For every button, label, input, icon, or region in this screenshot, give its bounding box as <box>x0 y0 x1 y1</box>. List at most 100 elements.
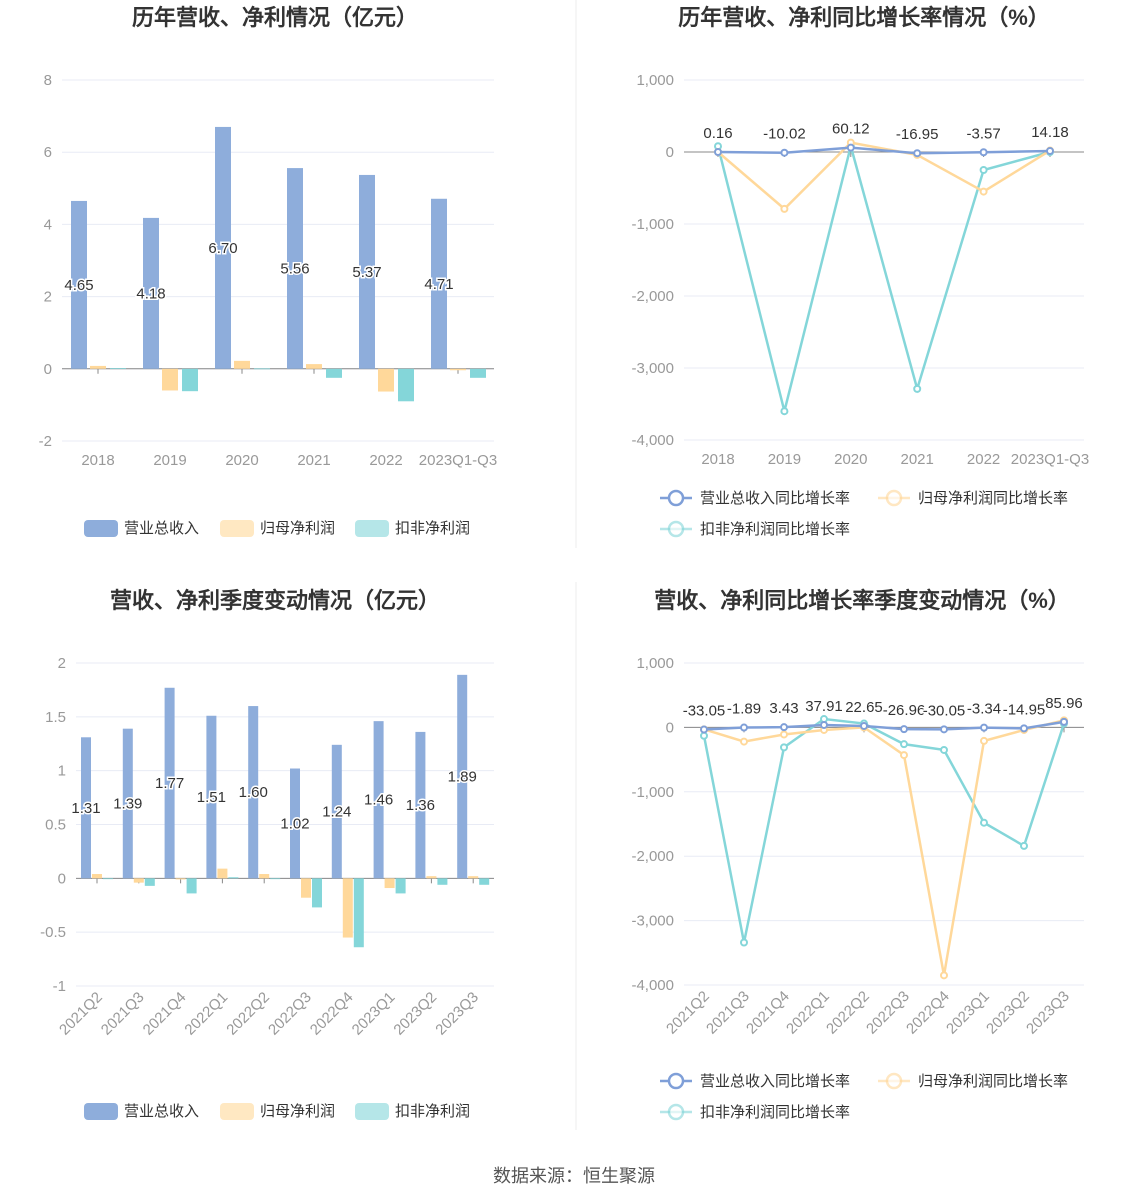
data-point[interactable] <box>913 149 922 158</box>
data-point[interactable] <box>913 384 922 393</box>
bar-revenue[interactable] <box>122 728 133 879</box>
legend-item[interactable]: 扣非净利润同比增长率 <box>660 1103 850 1121</box>
bar-deducted-profit[interactable] <box>110 368 126 369</box>
bar-net-profit[interactable] <box>92 874 102 879</box>
bar-net-profit[interactable] <box>426 876 437 879</box>
bar-deducted-profit[interactable] <box>395 878 406 894</box>
data-point[interactable] <box>900 725 908 734</box>
chart-2: 历年营收、净利同比增长率情况（%） 1,000 0 -1,000 -2,000 -3,00… <box>631 5 1089 538</box>
bar-deducted-profit[interactable] <box>353 878 364 948</box>
bar-revenue[interactable] <box>143 217 159 369</box>
bar-net-profit[interactable] <box>175 878 186 880</box>
data-point[interactable] <box>700 731 708 740</box>
bar-deducted-profit[interactable] <box>103 878 113 880</box>
data-point[interactable] <box>940 725 948 734</box>
data-point[interactable] <box>780 723 788 732</box>
data-point[interactable] <box>846 143 855 152</box>
y-tick-label: 0.5 <box>45 817 66 834</box>
bar-revenue[interactable] <box>71 200 87 369</box>
bar-net-profit[interactable] <box>301 878 311 898</box>
bar-deducted-profit[interactable] <box>398 368 414 402</box>
data-point[interactable] <box>979 166 988 174</box>
bar-deducted-profit[interactable] <box>228 877 239 879</box>
bar-revenue[interactable] <box>373 721 384 879</box>
data-point[interactable] <box>979 187 988 196</box>
x-tick-label: 2023Q1-Q3 <box>419 452 497 469</box>
data-point[interactable] <box>1020 724 1028 733</box>
bar-net-profit[interactable] <box>450 368 466 371</box>
data-point[interactable] <box>780 407 789 416</box>
bar-deducted-profit[interactable] <box>186 878 197 894</box>
data-point[interactable] <box>740 737 748 746</box>
data-point[interactable] <box>980 818 988 827</box>
bar-net-profit[interactable] <box>133 878 144 883</box>
bar-deducted-profit[interactable] <box>437 878 448 885</box>
data-point[interactable] <box>780 148 789 157</box>
bar-net-profit[interactable] <box>162 368 178 391</box>
data-point[interactable] <box>780 730 788 739</box>
bar-net-profit[interactable] <box>378 368 394 392</box>
data-point[interactable] <box>740 938 748 947</box>
bar-net-profit[interactable] <box>217 868 228 879</box>
bar-deducted-profit[interactable] <box>326 368 342 378</box>
legend-item[interactable]: 扣非净利润同比增长率 <box>660 520 850 538</box>
bar-revenue[interactable] <box>331 744 342 879</box>
data-point[interactable] <box>1020 841 1028 850</box>
legend-item[interactable]: 营业总收入 <box>84 520 199 537</box>
data-point[interactable] <box>1046 146 1054 155</box>
data-point[interactable] <box>980 723 988 732</box>
bar-deducted-profit[interactable] <box>312 878 322 908</box>
bar-revenue[interactable] <box>248 706 259 879</box>
bar-revenue[interactable] <box>457 674 468 879</box>
bar-net-profit[interactable] <box>468 876 479 879</box>
x-tick-label: 2022Q3 <box>863 988 913 1038</box>
bar-net-profit[interactable] <box>234 360 250 369</box>
legend-item[interactable]: 归母净利润 <box>220 1103 335 1120</box>
bar-net-profit[interactable] <box>90 365 106 369</box>
bar-deducted-profit[interactable] <box>479 878 490 885</box>
legend-item[interactable]: 归母净利润 <box>220 520 335 537</box>
bar-revenue[interactable] <box>164 687 175 879</box>
bar-deducted-profit[interactable] <box>254 368 270 370</box>
legend-item[interactable]: 归母净利润同比增长率 <box>878 1072 1068 1090</box>
data-point[interactable] <box>940 971 948 980</box>
bar-deducted-profit[interactable] <box>144 878 155 886</box>
legend-item[interactable]: 营业总收入 <box>84 1103 199 1120</box>
data-point[interactable] <box>940 745 948 754</box>
chart-title: 营收、净利季度变动情况（亿元） <box>110 588 440 613</box>
bar-deducted-profit[interactable] <box>182 368 198 392</box>
data-point[interactable] <box>979 148 988 157</box>
bar-net-profit[interactable] <box>384 878 395 889</box>
legend-item[interactable]: 扣非净利润 <box>355 1103 470 1120</box>
data-point[interactable] <box>860 721 868 730</box>
data-point[interactable] <box>740 723 748 732</box>
bar-net-profit[interactable] <box>306 364 322 369</box>
bar-revenue[interactable] <box>415 731 426 879</box>
legend-item[interactable]: 归母净利润同比增长率 <box>878 489 1068 507</box>
data-point[interactable] <box>900 740 908 749</box>
data-point[interactable] <box>780 743 788 752</box>
bar-revenue[interactable] <box>359 174 375 369</box>
data-point[interactable] <box>780 204 789 213</box>
bar-revenue[interactable] <box>431 198 447 369</box>
legend-item[interactable]: 扣非净利润 <box>355 520 470 537</box>
bar-revenue[interactable] <box>290 768 300 879</box>
data-point[interactable] <box>714 147 722 156</box>
bar-net-profit[interactable] <box>259 874 270 879</box>
data-point[interactable] <box>980 736 988 745</box>
data-point[interactable] <box>820 720 828 729</box>
bar-net-profit[interactable] <box>342 878 353 938</box>
data-point[interactable] <box>900 751 908 760</box>
data-point[interactable] <box>700 725 708 734</box>
legend-item[interactable]: 营业总收入同比增长率 <box>660 1072 850 1090</box>
bar-revenue[interactable] <box>81 737 91 879</box>
data-source: 数据来源：恒生聚源 <box>493 1166 655 1186</box>
bar-deducted-profit[interactable] <box>470 368 486 378</box>
bar-revenue[interactable] <box>287 168 303 369</box>
bar-revenue[interactable] <box>206 715 217 879</box>
x-tick-label: 2021Q2 <box>56 989 106 1039</box>
bar-deducted-profit[interactable] <box>270 878 281 880</box>
bar-revenue[interactable] <box>215 126 231 369</box>
data-point[interactable] <box>1060 717 1068 726</box>
legend-item[interactable]: 营业总收入同比增长率 <box>660 489 850 507</box>
